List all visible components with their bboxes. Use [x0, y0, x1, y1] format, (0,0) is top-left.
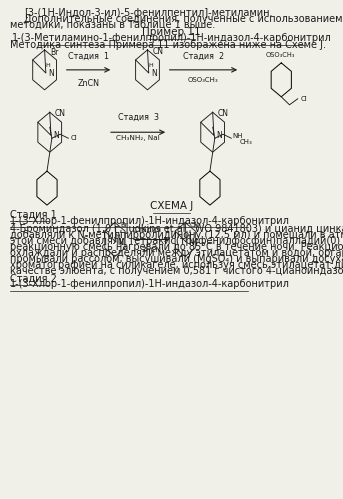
Text: N: N [118, 238, 123, 247]
Text: ZnCN: ZnCN [142, 247, 162, 253]
Text: NH: NH [232, 133, 243, 139]
Text: качестве элюента, с получением 0,581 г чистого 4-цианоиндазола.: качестве элюента, с получением 0,581 г ч… [10, 266, 343, 276]
Text: 4-Броминдазол (1,0 г, Judkins et al., WO 9841803) и цианид цинка (0,6 г): 4-Броминдазол (1,0 г, Judkins et al., WO… [10, 224, 343, 234]
Text: 1-(3-Хлор-1-фенилпропил)-1Н-индазол-4-карбонитрил: 1-(3-Хлор-1-фенилпропил)-1Н-индазол-4-ка… [10, 279, 290, 289]
Text: H: H [186, 234, 190, 239]
Text: Cl: Cl [300, 96, 307, 102]
Text: N: N [48, 68, 54, 77]
Text: CN: CN [189, 222, 199, 228]
Text: [3-(1H-Индол-3-ил)-5-фенилпентил]-метиламин.: [3-(1H-Индол-3-ил)-5-фенилпентил]-метила… [24, 8, 272, 18]
Text: охлаждали и распределяли между этилацетатом и водой, органический слой: охлаждали и распределяли между этилацета… [10, 248, 343, 258]
Text: H: H [115, 234, 120, 239]
Text: хроматографией на силикагеле, используя смесь этилацетат:дихлорметан (5:95) в: хроматографией на силикагеле, используя … [10, 260, 343, 270]
Text: CN: CN [153, 47, 164, 56]
Text: Стадия  1: Стадия 1 [133, 226, 170, 232]
Text: промывали рассолом, высушивали (MgSO₄) и выпаривали досуха. Продукт очищали: промывали рассолом, высушивали (MgSO₄) и… [10, 254, 343, 264]
Text: H: H [148, 63, 153, 68]
Text: N: N [188, 238, 194, 247]
Text: N: N [53, 131, 59, 140]
Text: Дополнительные соединения, полученные с использованием вышеописанной: Дополнительные соединения, полученные с … [24, 14, 343, 24]
Text: Пример 11: Пример 11 [142, 27, 201, 37]
Text: Br: Br [120, 222, 128, 228]
Text: N: N [151, 68, 156, 77]
Text: Br: Br [50, 48, 59, 57]
Text: добавляли к N-метилпирролидинону (12,5 мл) и помещали в атмосферу аргона. К: добавляли к N-метилпирролидинону (12,5 м… [10, 230, 343, 240]
Text: OSO₃CH₃: OSO₃CH₃ [265, 52, 295, 58]
Text: методики, показаны в Таблице 1 выше.: методики, показаны в Таблице 1 выше. [10, 20, 215, 30]
Text: Стадия  3: Стадия 3 [118, 113, 158, 122]
Text: CN: CN [55, 109, 66, 118]
Text: реакционную смесь нагревали до 85°С в течение ночи. Реакционную смесь: реакционную смесь нагревали до 85°С в те… [10, 242, 343, 252]
Text: CH₃NH₂, NaI: CH₃NH₂, NaI [116, 135, 160, 141]
Text: H: H [45, 63, 50, 68]
Text: Стадия 1: Стадия 1 [10, 210, 57, 220]
Text: СХЕМА J: СХЕМА J [150, 201, 193, 211]
Text: Стадия 2: Стадия 2 [10, 273, 57, 283]
Text: N: N [216, 131, 222, 140]
Text: OSO₃CH₃: OSO₃CH₃ [188, 77, 219, 83]
Text: 1-(3-Метиламино-1-фенилпропил)-1Н-индазол-4-карбонитрил: 1-(3-Метиламино-1-фенилпропил)-1Н-индазо… [12, 33, 331, 43]
Text: этой смеси добавляли тетракис(трифенилфосфин)палладий(0) (0,88 г), и: этой смеси добавляли тетракис(трифенилфо… [10, 236, 343, 246]
Text: Cl: Cl [70, 135, 77, 141]
Text: Стадия  1: Стадия 1 [68, 52, 109, 61]
Text: CH₃: CH₃ [239, 139, 252, 145]
Text: 1-(3-Хлор-1-фенилпропил)-1Н-индазол-4-карбонитрил: 1-(3-Хлор-1-фенилпропил)-1Н-индазол-4-ка… [10, 216, 290, 226]
Text: CN: CN [218, 109, 229, 118]
Text: Стадия  2: Стадия 2 [183, 52, 224, 61]
Text: Методика синтеза Примера 11 изображена ниже на Схеме J.: Методика синтеза Примера 11 изображена н… [10, 40, 326, 50]
Text: ZnCN: ZnCN [78, 79, 99, 88]
